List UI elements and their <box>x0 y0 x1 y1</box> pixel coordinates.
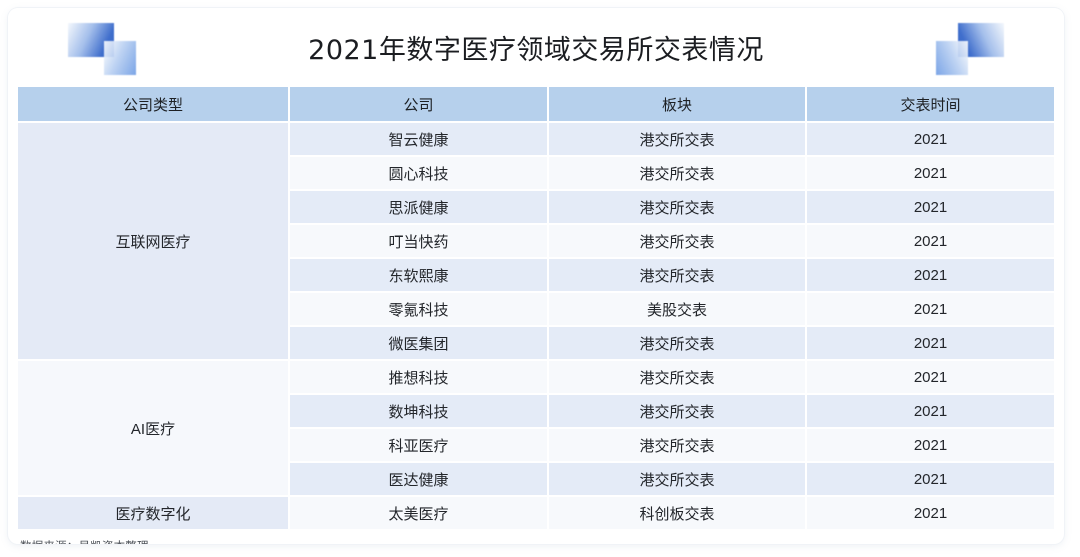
cell-company: 微医集团 <box>289 326 549 361</box>
cell-time: 2021 <box>806 258 1054 293</box>
cell-time: 2021 <box>806 360 1054 395</box>
table-row: 医达健康 港交所交表 2021 <box>18 462 1054 497</box>
cell-time: 2021 <box>806 496 1054 529</box>
cell-board: 港交所交表 <box>548 360 807 395</box>
title-band: 2021年数字医疗领域交易所交表情况 <box>8 8 1064 87</box>
table-row: 圆心科技 港交所交表 2021 <box>18 156 1054 191</box>
table-row: AI医疗 推想科技 港交所交表 2021 <box>18 360 1054 497</box>
cell-board: 港交所交表 <box>548 428 807 463</box>
table-row: 叮当快药 港交所交表 2021 <box>18 224 1054 259</box>
cell-time: 2021 <box>806 394 1054 429</box>
cell-time: 2021 <box>806 224 1054 259</box>
cell-company: 东软熙康 <box>289 258 549 293</box>
table-row: 互联网医疗 智云健康 港交所交表 2021 <box>18 122 1054 361</box>
deco-square-a <box>68 23 114 57</box>
cell-time: 2021 <box>806 462 1054 497</box>
cell-time: 2021 <box>806 292 1054 327</box>
cell-time: 2021 <box>806 326 1054 361</box>
cell-company: 智云健康 <box>289 122 549 157</box>
cell-company: 零氪科技 <box>289 292 549 327</box>
table-row: 医疗数字化 太美医疗 科创板交表 2021 <box>18 496 1054 529</box>
cell-company: 医达健康 <box>289 462 549 497</box>
table-row: 科亚医疗 港交所交表 2021 <box>18 428 1054 463</box>
cell-company: 数坤科技 <box>289 394 549 429</box>
cell-board: 港交所交表 <box>548 122 807 157</box>
category-cell-internet-healthcare: 互联网医疗 <box>18 122 290 361</box>
table-row: 数坤科技 港交所交表 2021 <box>18 394 1054 429</box>
category-cell-healthcare-digitalization: 医疗数字化 <box>18 496 290 529</box>
cell-board: 港交所交表 <box>548 190 807 225</box>
cell-board: 科创板交表 <box>548 496 807 529</box>
column-header-board: 板块 <box>548 87 807 123</box>
cell-company: 科亚医疗 <box>289 428 549 463</box>
table-row: 微医集团 港交所交表 2021 <box>18 326 1054 361</box>
cell-board: 港交所交表 <box>548 394 807 429</box>
cell-company: 圆心科技 <box>289 156 549 191</box>
column-header-filing-time: 交表时间 <box>806 87 1054 123</box>
cell-board: 美股交表 <box>548 292 807 327</box>
deco-square-b <box>936 41 968 75</box>
deco-square-a <box>958 23 1004 57</box>
cell-company: 推想科技 <box>289 360 549 395</box>
square-motif-right-icon <box>902 21 1010 79</box>
cell-time: 2021 <box>806 122 1054 157</box>
deco-square-b <box>104 41 136 75</box>
cell-board: 港交所交表 <box>548 156 807 191</box>
cell-time: 2021 <box>806 428 1054 463</box>
square-motif-left-icon <box>62 21 170 79</box>
cell-board: 港交所交表 <box>548 326 807 361</box>
cell-company: 思派健康 <box>289 190 549 225</box>
table-row: 零氪科技 美股交表 2021 <box>18 292 1054 327</box>
table-body: 互联网医疗 智云健康 港交所交表 2021 圆心科技 港交所交表 2021 思派… <box>18 122 1054 529</box>
source-note: 数据来源：易凯资本整理 <box>8 529 1064 544</box>
table-header: 公司类型 公司 板块 交表时间 <box>18 87 1054 123</box>
category-cell-ai-healthcare: AI医疗 <box>18 360 290 497</box>
cell-board: 港交所交表 <box>548 462 807 497</box>
page-title: 2021年数字医疗领域交易所交表情况 <box>308 35 764 66</box>
cell-board: 港交所交表 <box>548 224 807 259</box>
table-row: 思派健康 港交所交表 2021 <box>18 190 1054 225</box>
cell-company: 太美医疗 <box>289 496 549 529</box>
column-header-company-type: 公司类型 <box>18 87 290 123</box>
column-header-company: 公司 <box>289 87 549 123</box>
cell-board: 港交所交表 <box>548 258 807 293</box>
cell-time: 2021 <box>806 190 1054 225</box>
cell-company: 叮当快药 <box>289 224 549 259</box>
cell-time: 2021 <box>806 156 1054 191</box>
deals-table: 公司类型 公司 板块 交表时间 互联网医疗 智云健康 港交所交表 2021 <box>18 87 1054 529</box>
table-container: 公司类型 公司 板块 交表时间 互联网医疗 智云健康 港交所交表 2021 <box>8 87 1064 529</box>
table-row: 东软熙康 港交所交表 2021 <box>18 258 1054 293</box>
info-card: 2021年数字医疗领域交易所交表情况 公司类型 公司 板块 交表时间 <box>8 8 1064 544</box>
header-row: 公司类型 公司 板块 交表时间 <box>18 87 1054 123</box>
